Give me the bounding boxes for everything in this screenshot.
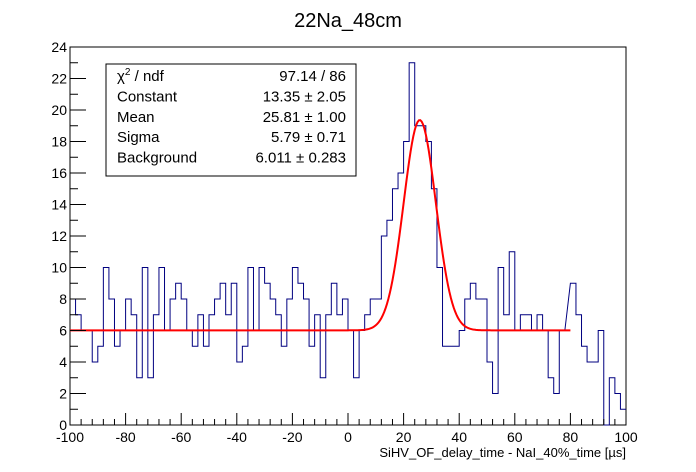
y-tick-label: 18 <box>51 134 67 150</box>
x-tick-label: 40 <box>451 429 467 445</box>
x-axis-label: SiHV_OF_delay_time - NaI_40%_time [µs] <box>379 445 626 460</box>
y-tick-label: 4 <box>59 354 67 370</box>
x-tick-label: 80 <box>563 429 579 445</box>
fit-curve <box>70 119 571 332</box>
y-tick-label: 12 <box>51 228 67 244</box>
stats-label: χ2 / ndf <box>117 67 165 85</box>
x-tick-label: -100 <box>56 429 84 445</box>
y-tick-label: 16 <box>51 165 67 181</box>
fit-stats-box: χ2 / ndf 97.14 / 86 Constant 13.35 ± 2.05 Me… <box>105 63 357 177</box>
stats-value: 25.81 ± 1.00 <box>263 109 346 126</box>
x-tick-label: 0 <box>344 429 352 445</box>
stats-label: Constant <box>117 88 178 105</box>
stats-label: Sigma <box>117 129 160 146</box>
stats-label: Mean <box>117 109 155 126</box>
y-tick-label: 14 <box>51 197 67 213</box>
y-tick-label: 6 <box>59 323 67 339</box>
x-tick-label: 100 <box>614 429 638 445</box>
y-tick-label: 20 <box>51 102 67 118</box>
y-tick-label: 24 <box>51 39 67 55</box>
y-tick-label: 22 <box>51 71 67 87</box>
y-tick-label: 8 <box>59 291 67 307</box>
stats-label: Background <box>117 150 197 167</box>
x-tick-label: -60 <box>171 429 191 445</box>
x-tick-label: -80 <box>115 429 135 445</box>
stats-value: 97.14 / 86 <box>279 68 346 85</box>
chart-title: 22Na_48cm <box>294 10 402 32</box>
y-tick-label: 10 <box>51 260 67 276</box>
axes: -100 -80 -60 -40 -20 0 20 40 60 80 100024681012141… <box>51 39 637 445</box>
x-tick-label: -20 <box>282 429 302 445</box>
stats-value: 6.011 ± 0.283 <box>255 150 346 167</box>
x-tick-label: 60 <box>507 429 523 445</box>
stats-value: 13.35 ± 2.05 <box>263 88 346 105</box>
x-tick-label: -40 <box>227 429 247 445</box>
y-tick-label: 2 <box>59 386 67 402</box>
stats-frame <box>105 63 357 177</box>
stats-value: 5.79 ± 0.71 <box>271 129 346 146</box>
x-tick-label: 20 <box>396 429 412 445</box>
histogram-outline <box>70 62 626 426</box>
y-tick-label: 0 <box>59 417 67 433</box>
